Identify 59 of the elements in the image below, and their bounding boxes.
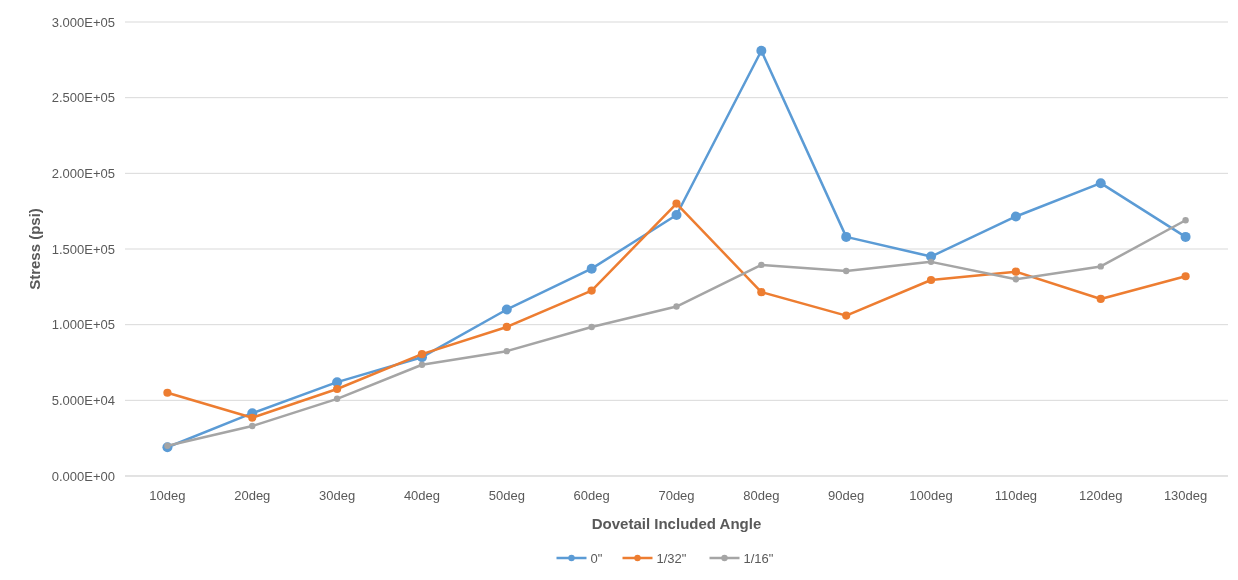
point: [502, 322, 511, 332]
x-tick-label: 30deg: [319, 488, 356, 503]
x-tick-label: 100deg: [909, 488, 953, 503]
point: [333, 395, 341, 403]
point: [671, 209, 682, 220]
point: [927, 258, 935, 266]
x-tick-label: 50deg: [488, 488, 525, 503]
x-tick-label: 10deg: [149, 488, 186, 503]
point: [418, 361, 426, 368]
point: [586, 263, 597, 274]
point: [501, 304, 512, 315]
x-tick-label: 60deg: [573, 488, 610, 503]
x-tick-label: 110deg: [994, 488, 1038, 503]
x-tick-label: 90deg: [828, 488, 865, 503]
point: [756, 45, 767, 56]
point: [588, 323, 595, 331]
y-tick-label: 2.500E+05: [51, 90, 115, 106]
point: [248, 413, 257, 422]
x-tick-label: 40deg: [403, 488, 441, 503]
point: [842, 311, 851, 320]
point: [757, 288, 766, 297]
point: [841, 231, 852, 242]
legend-label: 1/16": [743, 550, 774, 566]
x-tick-label: 20deg: [234, 488, 271, 503]
point: [672, 199, 681, 208]
x-tick-label: 80deg: [743, 488, 780, 503]
x-tick-label: 120deg: [1079, 488, 1123, 503]
point: [164, 442, 171, 449]
point: [1096, 294, 1105, 304]
point: [673, 303, 680, 310]
point: [587, 286, 596, 295]
point: [758, 261, 765, 269]
legend-label: 0": [590, 550, 603, 566]
y-tick-label: 1.000E+05: [51, 317, 115, 333]
y-tick-label: 5.000E+04: [51, 392, 115, 408]
point: [1012, 276, 1020, 283]
point: [1010, 211, 1021, 222]
x-tick-label: 130deg: [1163, 488, 1208, 503]
point: [1180, 231, 1191, 242]
point: [503, 347, 511, 355]
y-tick-label: 2.000E+05: [51, 165, 115, 181]
legend-label: 1/32": [656, 550, 687, 566]
point: [1097, 263, 1104, 270]
y-tick-label: 0.000E+00: [51, 468, 115, 484]
point: [249, 422, 256, 430]
point: [842, 267, 850, 275]
point: [1182, 217, 1189, 224]
x-tick-label: 70deg: [658, 488, 695, 503]
y-axis-title: Stress (psi): [26, 208, 43, 290]
y-tick-label: 1.500E+05: [51, 241, 115, 257]
point: [333, 384, 342, 394]
point: [417, 350, 427, 359]
point: [926, 275, 936, 285]
y-tick-label: 3.000E+05: [51, 14, 115, 30]
x-axis-title: Dovetail Included Angle: [591, 515, 762, 532]
point: [1011, 267, 1020, 276]
point: [1181, 272, 1190, 281]
point: [163, 388, 172, 397]
point: [1095, 178, 1106, 189]
